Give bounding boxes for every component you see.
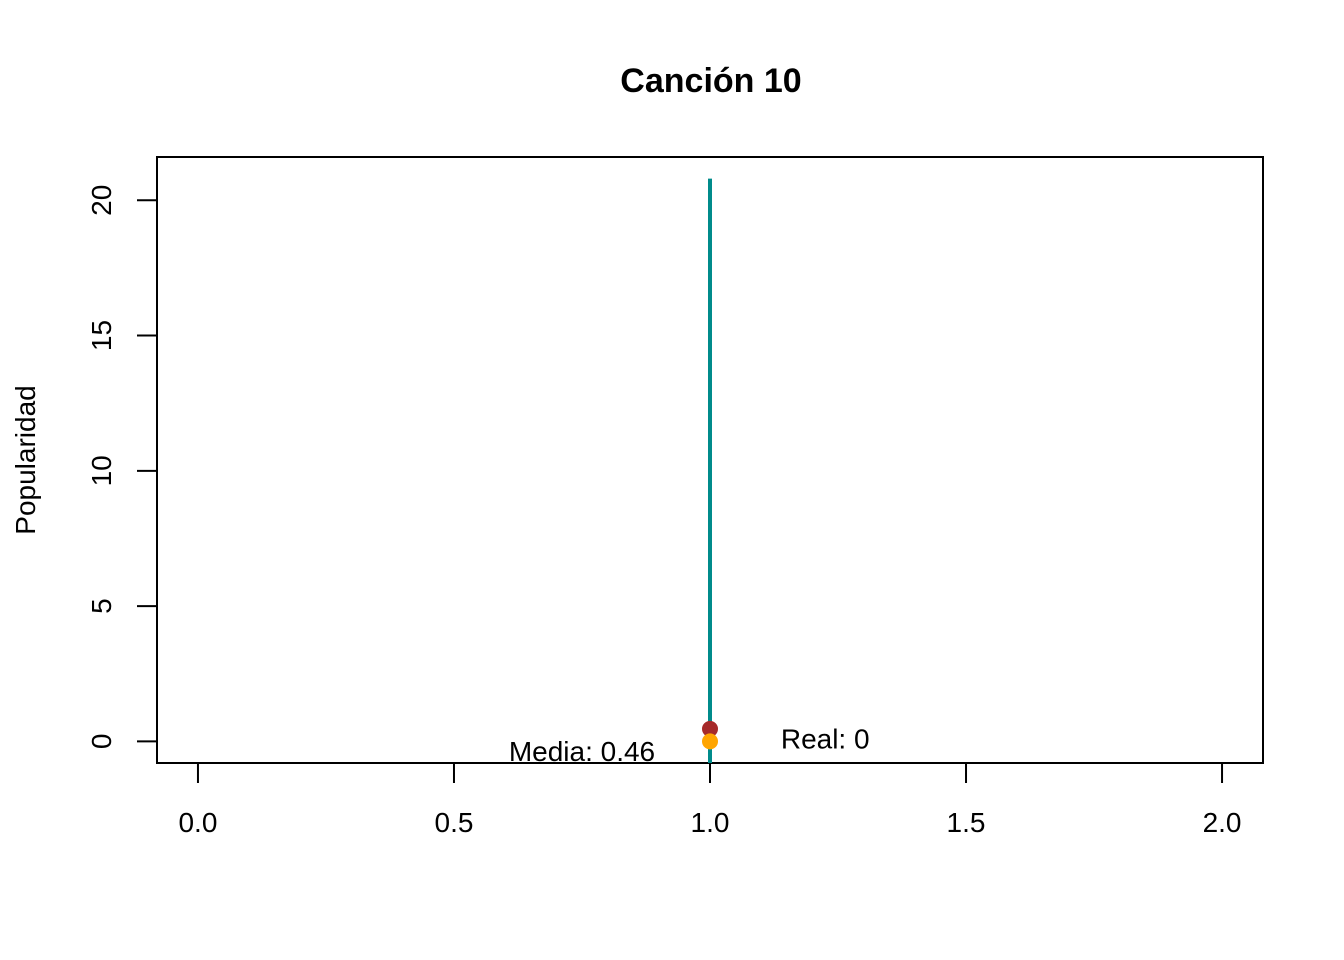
x-tick-label: 0.0 [178,807,217,838]
x-tick-label: 0.5 [435,807,474,838]
x-tick-label: 1.0 [691,807,730,838]
y-axis: 0 5 10 15 20 [86,185,158,750]
x-axis: 0.0 0.5 1.0 1.5 2.0 [178,762,1242,838]
y-axis-label: Popularidad [10,385,41,534]
plot-marks [702,178,718,763]
media-point [702,720,718,737]
y-tick-label: 10 [86,455,117,486]
y-tick-label: 20 [86,185,117,216]
x-tick-label: 1.5 [947,807,986,838]
y-tick-label: 15 [86,320,117,351]
x-tick-label: 2.0 [1203,807,1242,838]
chart-title: Canción 10 [620,62,801,100]
annotations: Media: 0.46 Real: 0 [509,724,870,767]
real-point [702,733,718,750]
y-tick-label: 0 [86,734,117,750]
y-tick-label: 5 [86,598,117,614]
media-annotation: Media: 0.46 [509,736,655,767]
real-annotation: Real: 0 [781,724,870,755]
